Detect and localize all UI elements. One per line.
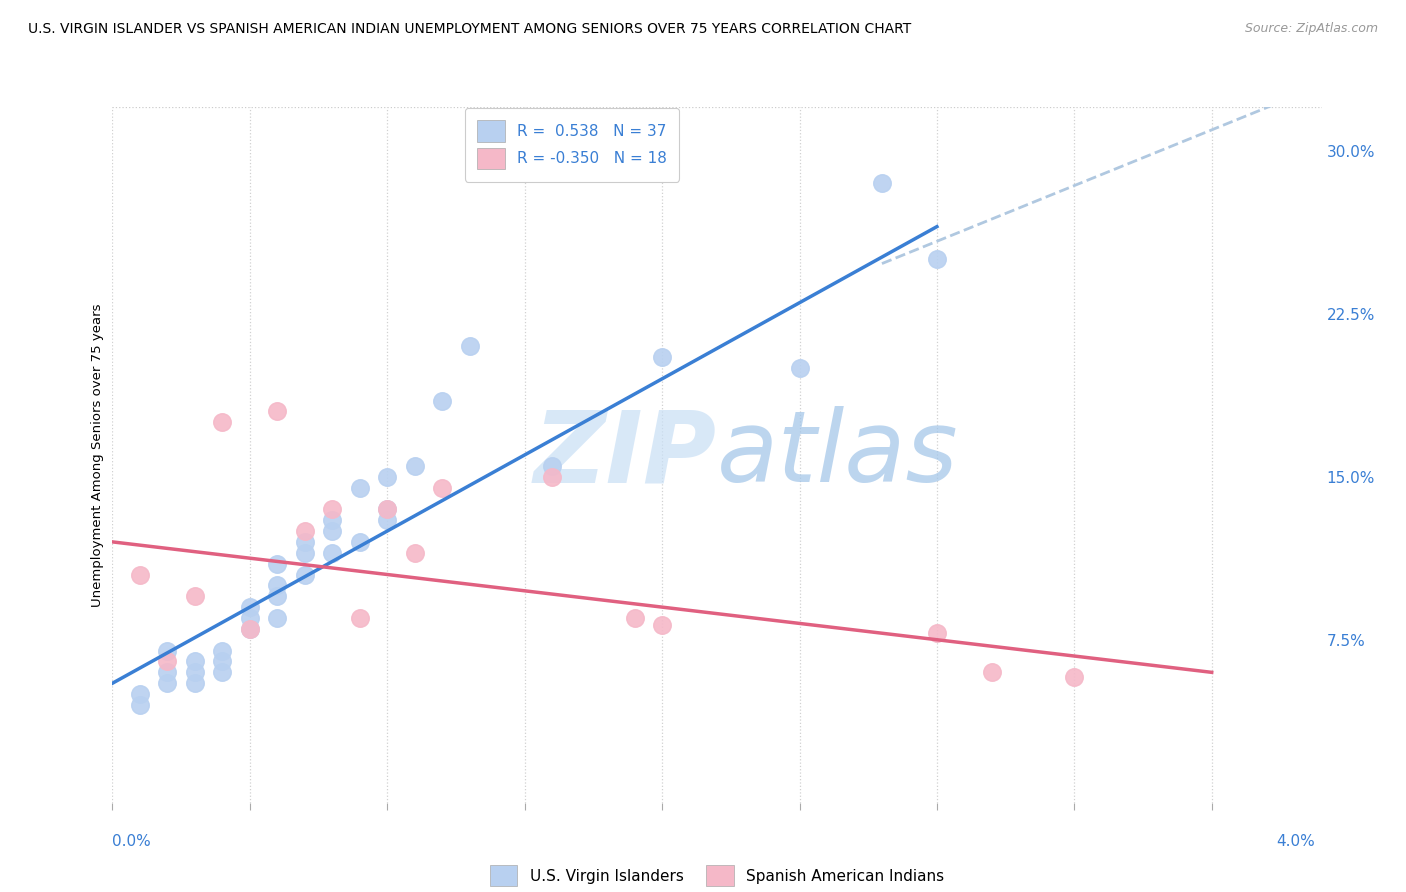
Point: [156, 676, 179, 690]
Legend: U.S. Virgin Islanders, Spanish American Indians: U.S. Virgin Islanders, Spanish American …: [484, 859, 950, 892]
Point: [156, 665, 179, 680]
Point: [404, 458, 426, 473]
Point: [623, 611, 645, 625]
Point: [458, 339, 481, 353]
Text: ZIP: ZIP: [534, 407, 717, 503]
Point: [349, 535, 371, 549]
Point: [789, 360, 811, 375]
Point: [432, 393, 454, 408]
Point: [239, 611, 262, 625]
Point: [184, 676, 207, 690]
Point: [321, 513, 343, 527]
Point: [184, 589, 207, 603]
Point: [321, 502, 343, 516]
Point: [239, 622, 262, 636]
Point: [294, 535, 316, 549]
Text: 4.0%: 4.0%: [1275, 834, 1315, 849]
Point: [266, 404, 288, 418]
Point: [294, 567, 316, 582]
Point: [294, 524, 316, 538]
Point: [375, 469, 398, 483]
Text: U.S. VIRGIN ISLANDER VS SPANISH AMERICAN INDIAN UNEMPLOYMENT AMONG SENIORS OVER : U.S. VIRGIN ISLANDER VS SPANISH AMERICAN…: [28, 22, 911, 37]
Point: [294, 546, 316, 560]
Point: [349, 611, 371, 625]
Text: 0.0%: 0.0%: [112, 834, 152, 849]
Point: [925, 626, 948, 640]
Point: [375, 502, 398, 516]
Point: [541, 469, 564, 483]
Point: [129, 698, 152, 712]
Point: [651, 617, 673, 632]
Point: [375, 502, 398, 516]
Point: [211, 643, 233, 657]
Point: [211, 655, 233, 669]
Text: atlas: atlas: [717, 407, 959, 503]
Point: [184, 665, 207, 680]
Point: [211, 415, 233, 429]
Point: [129, 687, 152, 701]
Point: [651, 350, 673, 364]
Point: [211, 665, 233, 680]
Point: [266, 578, 288, 592]
Point: [266, 557, 288, 571]
Point: [432, 481, 454, 495]
Point: [129, 567, 152, 582]
Point: [925, 252, 948, 267]
Point: [156, 643, 179, 657]
Point: [1063, 670, 1085, 684]
Point: [349, 481, 371, 495]
Point: [870, 176, 893, 190]
Point: [321, 524, 343, 538]
Point: [156, 655, 179, 669]
Y-axis label: Unemployment Among Seniors over 75 years: Unemployment Among Seniors over 75 years: [91, 303, 104, 607]
Point: [239, 622, 262, 636]
Text: Source: ZipAtlas.com: Source: ZipAtlas.com: [1244, 22, 1378, 36]
Point: [541, 458, 564, 473]
Point: [375, 513, 398, 527]
Point: [184, 655, 207, 669]
Point: [404, 546, 426, 560]
Point: [321, 546, 343, 560]
Point: [980, 665, 1002, 680]
Point: [239, 600, 262, 615]
Point: [266, 589, 288, 603]
Point: [266, 611, 288, 625]
